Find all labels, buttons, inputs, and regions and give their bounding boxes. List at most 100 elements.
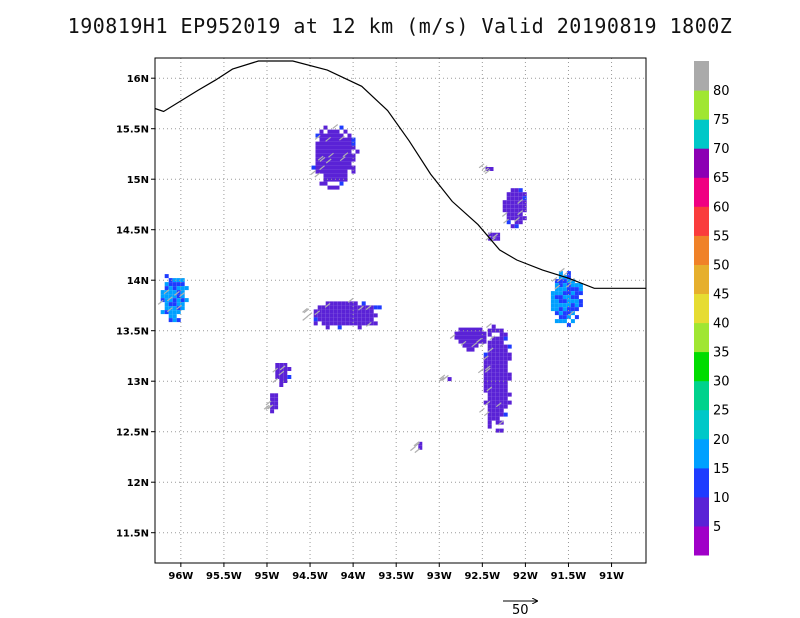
wind-cell [331,153,336,158]
wind-cell [361,301,366,306]
wind-cell [495,408,500,413]
wind-cell [566,307,571,312]
wind-vector [306,312,313,318]
wind-cell [458,335,463,340]
wind-cell [321,309,326,314]
wind-cell [487,388,492,393]
wind-area-east-cluster [501,188,527,229]
wind-cell [321,317,326,322]
wind-cell [313,321,318,326]
wind-vector [476,337,482,343]
wind-vector [319,165,325,171]
wind-cell [506,192,511,197]
colorbar-swatch [694,264,709,294]
wind-cell [335,169,340,174]
wind-cell [343,145,348,150]
wind-cell [499,396,504,401]
wind-cell [491,372,496,377]
wind-cell [496,232,501,237]
wind-cell [495,340,500,345]
wind-cell [319,181,324,186]
wind-cell [319,153,324,158]
plot-frame [154,57,647,564]
wind-cell [168,290,173,295]
wind-cell [483,380,488,385]
wind-vector [347,297,354,303]
wind-cell [487,420,492,425]
wind-cell [315,161,320,166]
wind-cell [499,364,504,369]
wind-vector [267,404,274,410]
wind-cell [487,416,492,421]
wind-cell [343,173,348,178]
wind-cell [518,212,523,217]
wind-cell [514,220,519,225]
wind-cell [315,157,320,162]
wind-cell [503,348,508,353]
wind-vector [492,233,499,239]
wind-area-south-small [410,441,423,454]
wind-cell [558,319,563,324]
wind-cell [164,294,169,299]
wind-cell [558,315,563,320]
y-tick-label: 13N [127,377,149,388]
wind-cell [491,388,496,393]
wind-cell [339,149,344,154]
wind-cell [357,305,362,310]
wind-cell [337,325,342,330]
wind-cell [487,356,492,361]
wind-cell [343,169,348,174]
wind-cell [373,321,378,326]
wind-cell [351,153,356,158]
wind-cell [487,332,492,337]
wind-cell [499,428,504,433]
wind-cell [491,368,496,373]
wind-cell [522,200,527,205]
wind-cell [345,305,350,310]
wind-cell [319,129,324,134]
colorbar-swatch [694,496,709,527]
wind-cell [491,412,496,417]
wind-vector [484,367,491,373]
wind-area-sw-cluster-1 [272,363,292,387]
wind-cell [578,287,583,292]
wind-cell [496,236,501,241]
wind-cell [176,282,181,287]
wind-cell [510,216,515,221]
wind-cell [570,307,575,312]
y-tick-label: 11.5N [116,529,149,540]
wind-cell [502,204,507,209]
wind-cell [503,384,508,389]
wind-vector [568,310,575,316]
wind-vector [310,170,317,175]
wind-cell [343,137,348,142]
wind-cell [369,313,374,318]
wind-cell [331,133,336,138]
wind-vector [314,172,321,178]
wind-area-mid-small [438,374,452,382]
wind-cell [522,208,527,213]
wind-cell [495,396,500,401]
wind-cell [570,279,575,284]
wind-cell [323,173,328,178]
wind-cell [554,307,559,312]
wind-cell [554,295,559,300]
wind-cell [323,145,328,150]
wind-cell [287,367,292,371]
wind-cell [349,305,354,310]
wind-vector [486,231,493,237]
wind-cell [337,301,342,306]
wind-vector [179,292,185,298]
wind-cell [168,282,173,287]
wind-cell [506,208,511,213]
wind-cell [566,303,571,308]
colorbar-swatch [694,525,709,556]
wind-cell [458,339,463,344]
wind-cell [357,317,362,322]
wind-cell [514,200,519,205]
wind-cell [499,408,504,413]
wind-vector [487,347,494,353]
wind-cell [184,286,189,291]
wind-cell [495,420,500,425]
wind-cell [470,327,475,332]
